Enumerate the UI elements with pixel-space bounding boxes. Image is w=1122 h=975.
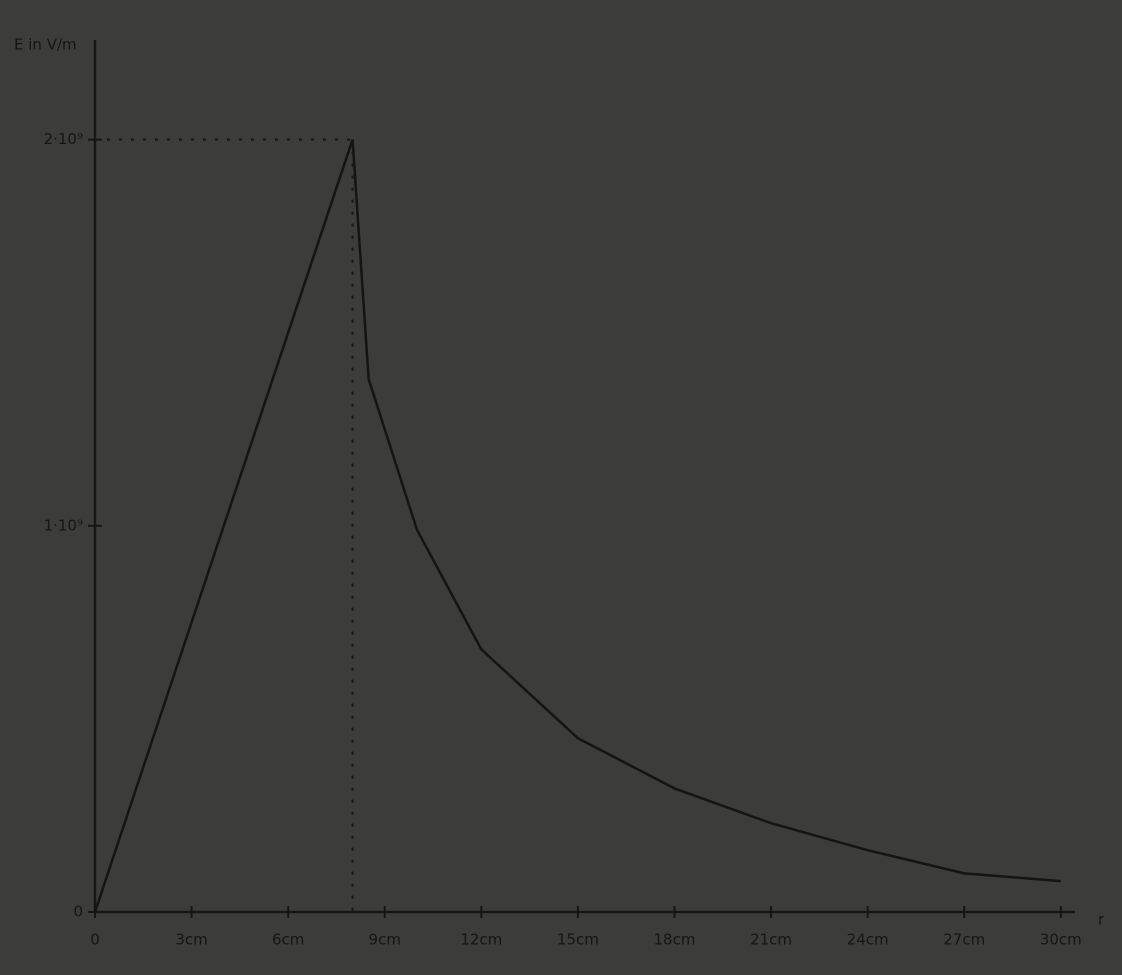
x-tick-label: 21cm <box>750 931 792 949</box>
x-tick-label: 27cm <box>943 931 985 949</box>
x-tick-label: 18cm <box>654 931 696 949</box>
data-line <box>95 140 1061 912</box>
x-tick-label: 24cm <box>847 931 889 949</box>
x-tick-label: 6cm <box>272 931 304 949</box>
x-axis-label: r <box>1098 911 1105 929</box>
y-tick-label: 1·10⁹ <box>44 516 83 534</box>
y-tick-label: 0 <box>73 903 83 921</box>
y-tick-label: 2·10⁹ <box>44 130 83 148</box>
x-tick-label: 30cm <box>1040 931 1082 949</box>
x-tick-label: 9cm <box>369 931 401 949</box>
x-tick-label: 15cm <box>557 931 599 949</box>
chart: E in V/m r 0 1·10⁹ 2·10⁹ 0 3cm 6cm 9cm 12cm 15cm… <box>0 0 1122 975</box>
x-tick-label: 0 <box>90 931 100 949</box>
y-axis-label: E in V/m <box>14 36 77 54</box>
x-tick-label: 12cm <box>460 931 502 949</box>
x-tick-label: 3cm <box>175 931 207 949</box>
